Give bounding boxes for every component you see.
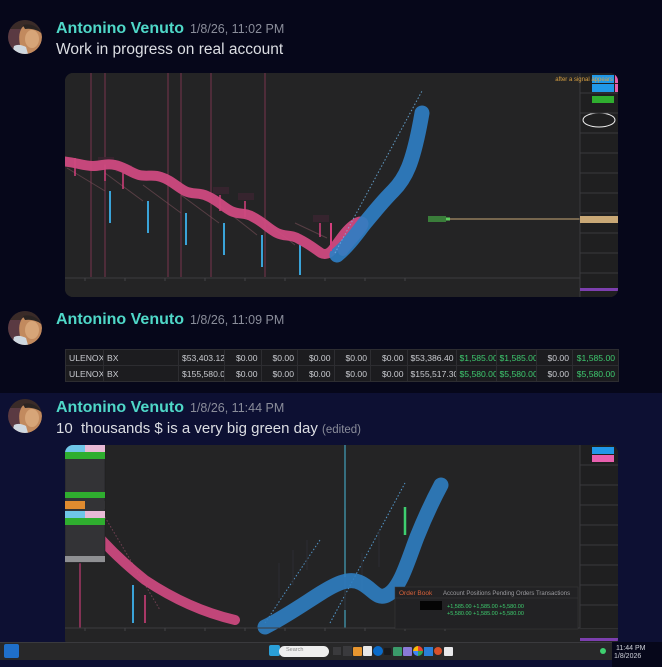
svg-text:Account Positions Pending: Account Positions Pending Orders Transac…: [443, 591, 570, 597]
svg-text:+1,585.00 +1,585.00 +5,580: +1,585.00 +1,585.00 +5,580.00: [447, 604, 524, 610]
svg-text:after a signal appears: after a signal appears: [555, 77, 613, 83]
svg-text:Order Book: Order Book: [399, 590, 433, 597]
svg-text:+5,580.00 +1,585.00 +5,580: +5,580.00 +1,585.00 +5,580.00: [447, 611, 524, 617]
